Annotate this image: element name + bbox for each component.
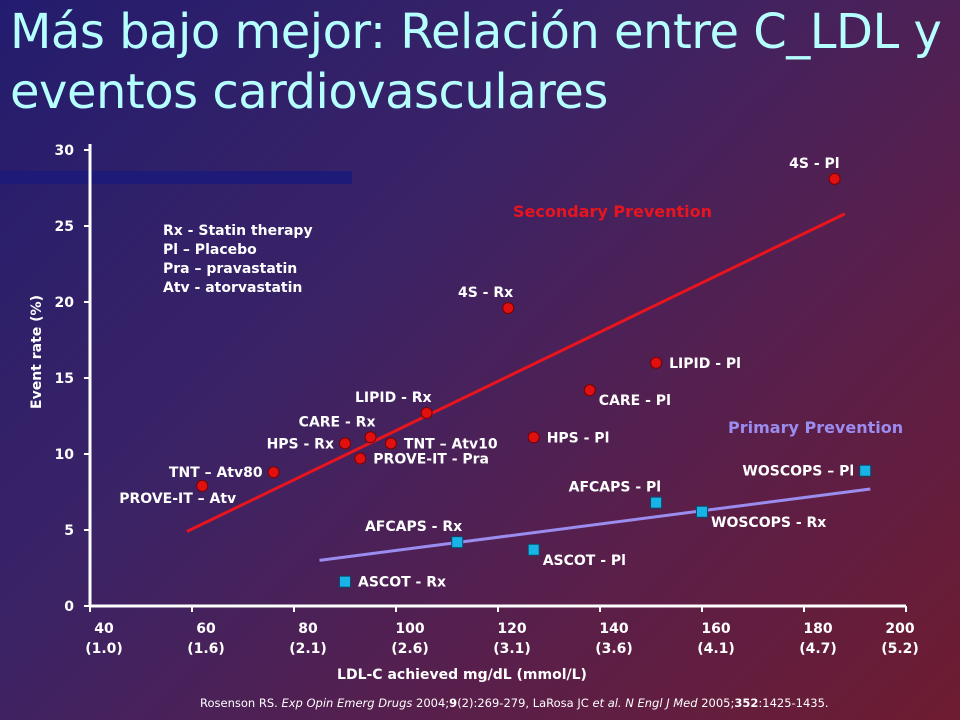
marker-square: [339, 575, 351, 588]
marker-circle: [420, 406, 433, 419]
x-tick-label: 100: [395, 621, 424, 637]
legend-line: Pra – pravastatin: [163, 261, 298, 277]
marker-square: [527, 543, 540, 556]
marker-circle: [267, 466, 280, 479]
citation-text: Rosenson RS. Exp Opin Emerg Drugs 2004;9…: [200, 696, 829, 710]
marker-circle: [527, 431, 540, 444]
chart-axes: 0 5 10 15 20 25 30 40 (1.0) 60 (1.6) 80 (2.1) 100 (2.6…: [55, 143, 919, 657]
point-label: WOSCOPS – Pl: [742, 464, 854, 480]
x-tick-sublabel: (3.6): [595, 641, 633, 657]
x-tick-label: 180: [803, 621, 832, 637]
x-tick-label: 160: [701, 621, 730, 637]
x-tick-label: 80: [298, 621, 318, 637]
x-tick-sublabel: (2.6): [391, 641, 429, 657]
point-label: ASCOT - Rx: [358, 575, 446, 591]
y-tick-label: 15: [55, 371, 74, 387]
point-label: TNT – Atv10: [404, 436, 498, 452]
y-tick-label: 5: [64, 523, 74, 539]
trend-line-secondary: [186, 212, 846, 533]
marker-circle: [828, 172, 841, 185]
x-tick-label: 140: [599, 621, 628, 637]
x-tick-sublabel: (2.1): [289, 641, 327, 657]
point-label: 4S - Rx: [458, 285, 513, 301]
marker-circle: [384, 437, 397, 450]
slide-title: Más bajo mejor: Relación entre C_LDL y e…: [10, 4, 942, 120]
point-label: HPS - Pl: [547, 430, 610, 446]
data-points: [196, 172, 872, 588]
point-label: WOSCOPS - Rx: [711, 515, 826, 531]
x-axis-title: LDL-C achieved mg/dL (mmol/L): [337, 667, 587, 683]
marker-square: [696, 505, 708, 518]
x-tick-sublabel: (4.1): [697, 641, 735, 657]
point-label: LIPID - Pl: [669, 356, 741, 372]
marker-square: [451, 536, 464, 549]
x-tick-label: 60: [196, 621, 216, 637]
marker-square: [650, 496, 663, 509]
marker-circle: [583, 384, 596, 397]
trend-lines: [186, 212, 871, 562]
marker-circle: [196, 479, 209, 492]
point-label: AFCAPS - Rx: [365, 519, 462, 535]
marker-circle: [339, 437, 351, 450]
marker-circle: [502, 302, 515, 315]
x-tick-sublabel: (1.0): [85, 641, 123, 657]
x-tick-label: 40: [94, 621, 114, 637]
marker-square: [859, 464, 872, 477]
y-tick-label: 25: [55, 219, 74, 235]
y-tick-label: 10: [55, 447, 75, 463]
marker-circle: [354, 452, 367, 465]
abbreviation-legend: Rx - Statin therapy Pl – Placebo Pra – p…: [163, 222, 313, 298]
point-label: ASCOT - Pl: [543, 553, 626, 569]
decorative-bar: [0, 171, 352, 184]
y-tick-label: 0: [64, 599, 74, 615]
x-tick-sublabel: (1.6): [187, 641, 225, 657]
x-tick-sublabel: (3.1): [493, 641, 531, 657]
point-label: LIPID - Rx: [355, 390, 432, 406]
trend-line-primary: [319, 487, 871, 562]
marker-circle: [650, 356, 663, 369]
x-tick-sublabel: (5.2): [881, 641, 919, 657]
point-labels: 4S - Pl 4S - Rx LIPID - Pl CARE - Pl LIPID -…: [119, 156, 854, 591]
point-label: HPS - Rx: [267, 436, 334, 452]
x-tick-label: 200: [885, 621, 914, 637]
legend-line: Atv - atorvastatin: [163, 280, 303, 296]
y-axis-title: Event rate (%): [29, 295, 45, 409]
series-label-primary: Primary Prevention: [728, 418, 903, 437]
point-label: PROVE-IT - Pra: [373, 452, 489, 468]
marker-circle: [364, 431, 377, 444]
legend-line: Pl – Placebo: [163, 242, 257, 258]
y-tick-label: 20: [55, 295, 75, 311]
point-label: 4S - Pl: [789, 156, 839, 172]
point-label: TNT – Atv80: [169, 465, 263, 481]
x-tick-sublabel: (4.7): [799, 641, 837, 657]
x-tick-label: 120: [497, 621, 526, 637]
point-label: CARE - Pl: [599, 393, 671, 409]
series-label-secondary: Secondary Prevention: [513, 202, 712, 221]
point-label: PROVE-IT – Atv: [119, 491, 236, 507]
point-label: AFCAPS - Pl: [569, 480, 661, 496]
point-label: CARE - Rx: [299, 414, 376, 430]
legend-line: Rx - Statin therapy: [163, 223, 313, 239]
y-tick-label: 30: [55, 143, 75, 159]
